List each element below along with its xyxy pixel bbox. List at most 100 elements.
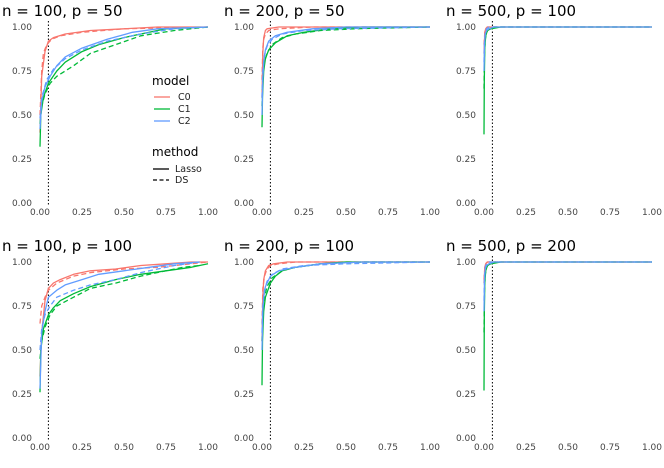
series-c0-lasso (483, 261, 652, 284)
panel-5: n = 200, p = 100 0.00 0.25 0.50 0.75 1.00 0.00… (224, 237, 440, 453)
x-tick-label: 0.00 (252, 443, 272, 453)
y-tick-label: 1.00 (234, 258, 254, 268)
series-c2-ds (483, 26, 652, 63)
y-tick-label: 0.75 (234, 302, 254, 312)
x-tick-label: 0.75 (378, 443, 398, 453)
y-tick-label: 0.25 (234, 390, 254, 400)
y-tick-label: 0.75 (12, 67, 32, 77)
x-tick-label: 0.00 (474, 443, 494, 453)
y-tick-label: 0.50 (12, 346, 32, 356)
panel-6: n = 500, p = 200 0.00 0.25 0.50 0.75 1.00 0.00… (446, 237, 662, 453)
x-tick-label: 1.00 (642, 443, 662, 453)
legend-label: C1 (178, 104, 191, 115)
x-tick-label: 0.50 (114, 208, 134, 218)
series-c2-lasso (261, 261, 430, 351)
legend-label: C2 (178, 116, 191, 127)
y-tick-label: 0.00 (234, 199, 254, 209)
x-tick-label: 0.75 (600, 443, 620, 453)
y-tick-label: 1.00 (12, 23, 32, 33)
x-tick-label: 1.00 (420, 208, 440, 218)
x-tick-label: 0.25 (72, 443, 92, 453)
x-tick-label: 1.00 (420, 443, 440, 453)
series-c0-lasso (261, 261, 430, 342)
x-tick-label: 0.50 (336, 443, 356, 453)
y-tick-label: 0.75 (234, 67, 254, 77)
series-c2-ds (261, 261, 431, 333)
series-c2-lasso (483, 261, 652, 312)
x-tick-label: 0.50 (114, 443, 134, 453)
panel-title: n = 200, p = 100 (224, 237, 354, 255)
series-c1-lasso (483, 26, 652, 135)
panel-title: n = 500, p = 100 (446, 2, 576, 20)
series-c1-lasso (39, 263, 209, 393)
series-c1-ds (261, 261, 430, 342)
series-c1-ds (483, 261, 652, 333)
x-tick-label: 0.50 (558, 208, 578, 218)
series-c2-lasso (261, 26, 430, 116)
panel-title: n = 500, p = 200 (446, 237, 576, 255)
series-c2-ds (261, 26, 431, 98)
y-tick-label: 1.00 (456, 258, 476, 268)
y-tick-label: 1.00 (456, 23, 476, 33)
series-c2-ds (39, 26, 209, 119)
x-tick-label: 0.50 (336, 208, 356, 218)
series-c0-ds (483, 26, 652, 45)
y-tick-label: 0.75 (12, 302, 32, 312)
y-tick-label: 0.00 (12, 199, 32, 209)
y-tick-label: 0.75 (456, 67, 476, 77)
y-tick-label: 0.00 (456, 199, 476, 209)
series-c0-lasso (39, 261, 208, 377)
y-tick-label: 0.50 (12, 111, 32, 121)
y-tick-label: 0.25 (12, 155, 32, 165)
y-tick-label: 0.50 (234, 346, 254, 356)
x-tick-label: 0.50 (558, 443, 578, 453)
series-c1-lasso (261, 26, 430, 128)
x-tick-label: 0.75 (156, 208, 176, 218)
y-tick-label: 0.50 (456, 346, 476, 356)
series-c0-lasso (483, 26, 652, 54)
x-tick-label: 0.00 (474, 208, 494, 218)
y-tick-label: 0.25 (12, 390, 32, 400)
series-c2-ds (483, 261, 652, 301)
series-c2-ds (39, 261, 200, 351)
x-tick-label: 1.00 (198, 443, 218, 453)
series-c0-ds (39, 261, 209, 324)
y-tick-label: 1.00 (12, 258, 32, 268)
series-c1-lasso (261, 261, 430, 386)
y-tick-label: 0.50 (456, 111, 476, 121)
legend-label: C0 (178, 92, 191, 103)
x-tick-label: 0.00 (252, 208, 272, 218)
x-tick-label: 1.00 (642, 208, 662, 218)
series-c1-ds (39, 26, 209, 124)
x-tick-label: 0.25 (516, 208, 536, 218)
x-tick-label: 0.75 (600, 208, 620, 218)
y-tick-label: 0.25 (456, 155, 476, 165)
y-tick-label: 0.50 (234, 111, 254, 121)
x-tick-label: 0.75 (378, 208, 398, 218)
y-tick-label: 0.75 (456, 302, 476, 312)
panel-2: n = 200, p = 50 0.00 0.25 0.50 0.75 1.00 0.00 0… (224, 2, 440, 218)
y-tick-label: 0.25 (456, 390, 476, 400)
series-c0-ds (483, 261, 652, 280)
panel-1: n = 100, p = 50 0.00 0.25 0.50 0.75 1.00 0.00 0… (2, 2, 218, 218)
panel-title: n = 200, p = 50 (224, 2, 345, 20)
x-tick-label: 0.00 (30, 208, 50, 218)
x-tick-label: 0.75 (156, 443, 176, 453)
x-tick-label: 0.25 (294, 208, 314, 218)
y-tick-label: 1.00 (234, 23, 254, 33)
series-c1-ds (483, 26, 652, 89)
y-tick-label: 0.25 (234, 155, 254, 165)
legend-method-title: method (152, 145, 198, 159)
legend-label: Lasso (175, 164, 202, 175)
x-tick-label: 0.25 (72, 208, 92, 218)
panel-title: n = 100, p = 100 (2, 237, 132, 255)
y-tick-label: 0.00 (234, 434, 254, 444)
x-tick-label: 0.00 (30, 443, 50, 453)
legend-model-title: model (152, 74, 189, 88)
series-c1-ds (39, 264, 200, 359)
x-tick-label: 1.00 (198, 208, 218, 218)
series-c0-ds (261, 261, 430, 324)
series-c2-lasso (483, 26, 652, 72)
